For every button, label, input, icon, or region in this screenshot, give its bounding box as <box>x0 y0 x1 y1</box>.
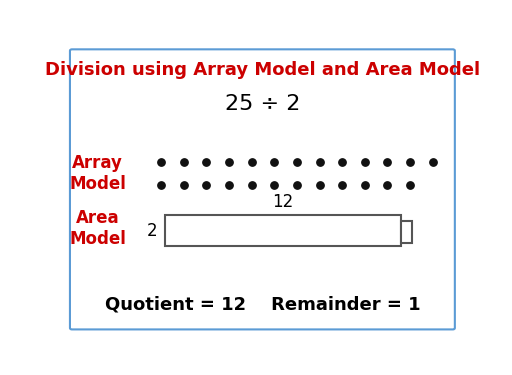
Point <box>157 159 165 165</box>
Point <box>406 159 414 165</box>
Point <box>360 182 369 188</box>
Point <box>202 159 210 165</box>
Point <box>406 182 414 188</box>
Point <box>315 182 324 188</box>
Point <box>225 159 233 165</box>
Point <box>315 159 324 165</box>
Text: Division using Array Model and Area Model: Division using Array Model and Area Mode… <box>45 60 480 78</box>
Point <box>248 159 256 165</box>
Bar <box>165 215 401 246</box>
Point <box>202 182 210 188</box>
Point <box>360 159 369 165</box>
Point <box>383 159 392 165</box>
Point <box>180 182 188 188</box>
Point <box>180 159 188 165</box>
Point <box>429 159 437 165</box>
Point <box>383 182 392 188</box>
Point <box>338 159 346 165</box>
Text: 2: 2 <box>146 222 157 240</box>
Point <box>248 182 256 188</box>
Point <box>270 159 279 165</box>
Point <box>293 159 301 165</box>
Text: 12: 12 <box>272 194 294 211</box>
Point <box>225 182 233 188</box>
Text: Quotient = 12    Remainder = 1: Quotient = 12 Remainder = 1 <box>104 296 420 314</box>
Text: Array
Model: Array Model <box>69 154 126 193</box>
Text: Area
Model: Area Model <box>69 209 126 248</box>
Point <box>157 182 165 188</box>
Text: 25 ÷ 2: 25 ÷ 2 <box>225 94 300 114</box>
Point <box>270 182 279 188</box>
Point <box>293 182 301 188</box>
Bar <box>401 221 412 243</box>
Point <box>338 182 346 188</box>
